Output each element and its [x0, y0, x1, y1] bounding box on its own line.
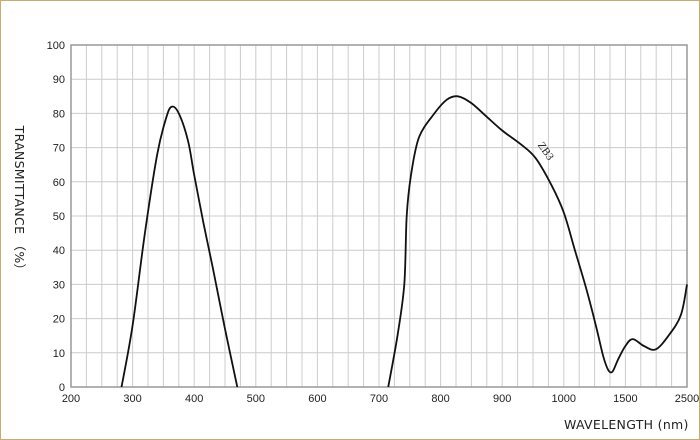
- x-tick-label: 300: [123, 393, 141, 405]
- x-tick-label: 1000: [552, 393, 576, 405]
- y-tick-label: 40: [53, 245, 65, 257]
- x-tick-label: 200: [62, 393, 80, 405]
- y-tick-label: 70: [53, 143, 65, 155]
- series-label-zb3: ZB3: [535, 140, 556, 163]
- x-tick-label: 400: [185, 393, 203, 405]
- y-tick-label: 90: [53, 74, 65, 86]
- x-tick-label: 700: [370, 393, 388, 405]
- series-lines: [120, 95, 688, 388]
- x-tick-label: 2500: [675, 393, 699, 405]
- plot-border: [70, 44, 688, 388]
- y-tick-label: 20: [53, 314, 65, 326]
- y-tick-label: 80: [53, 108, 65, 120]
- y-axis-label: TRANSMITTANCE （%）: [12, 125, 27, 277]
- y-tick-label: 60: [53, 177, 65, 189]
- grid: [70, 44, 688, 388]
- series-line-segment-1: [120, 105, 239, 388]
- y-tick-label: 30: [53, 279, 65, 291]
- y-tick-label: 50: [53, 211, 65, 223]
- y-tick-labels: 0 10 20 30 40 50 60 70 80 90 100: [47, 40, 65, 394]
- x-tick-label: 500: [247, 393, 265, 405]
- series-line-segment-2: [387, 95, 688, 388]
- x-tick-label: 800: [431, 393, 449, 405]
- x-tick-label: 600: [308, 393, 326, 405]
- y-tick-label: 0: [59, 382, 65, 394]
- x-tick-label: 1500: [613, 393, 637, 405]
- x-tick-label: 900: [493, 393, 511, 405]
- y-tick-label: 100: [47, 40, 65, 52]
- y-tick-label: 10: [53, 348, 65, 360]
- x-axis-label: WAVELENGTH (nm): [564, 417, 689, 432]
- x-tick-labels: 200 300 400 500 600 700 800 900 1000 1500 2500: [62, 393, 699, 405]
